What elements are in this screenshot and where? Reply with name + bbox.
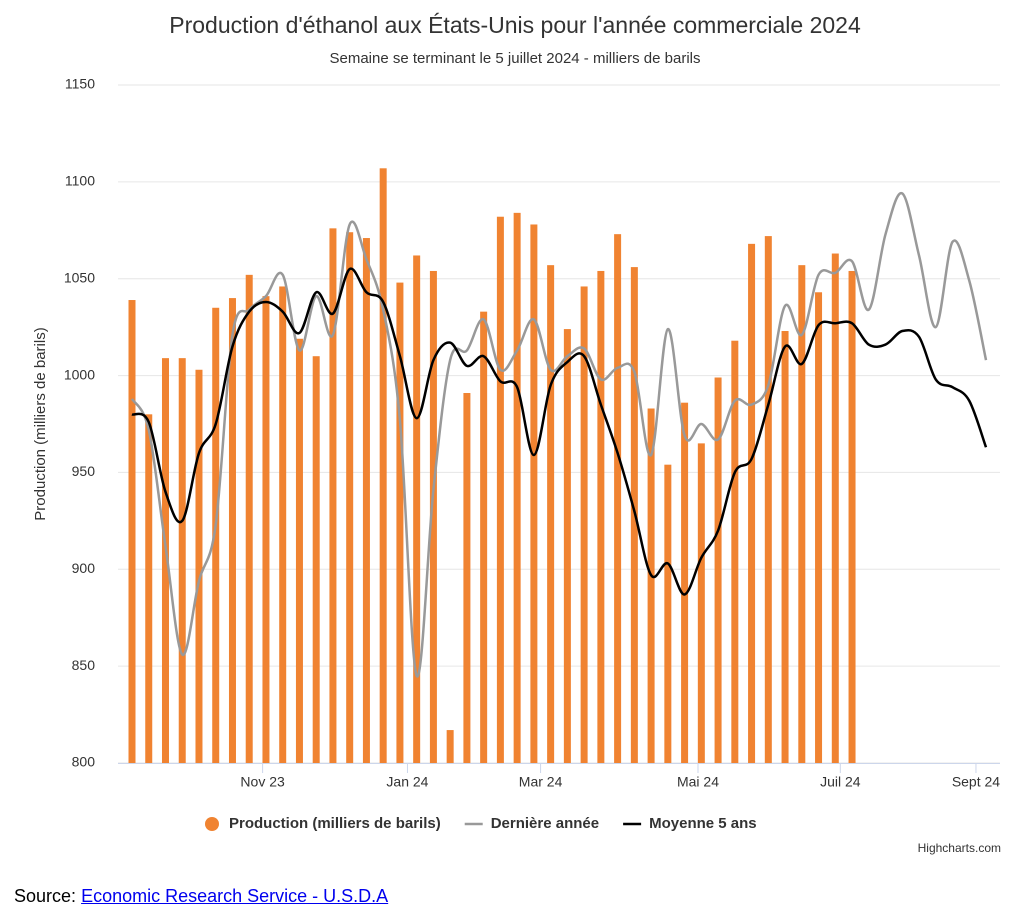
bar bbox=[781, 331, 789, 763]
bar bbox=[228, 298, 236, 763]
y-tick-label: 1050 bbox=[64, 269, 95, 285]
chart: Production d'éthanol aux États-Unis pour… bbox=[32, 12, 1001, 855]
legend-symbol bbox=[205, 817, 219, 831]
bar bbox=[212, 307, 220, 763]
credits: Highcharts.com bbox=[918, 841, 1001, 855]
bar bbox=[848, 270, 856, 763]
bar bbox=[312, 356, 320, 763]
source: Source: Economic Research Service - U.S.… bbox=[14, 886, 388, 907]
x-tick-label: Mai 24 bbox=[677, 774, 719, 790]
x-tick-label: Nov 23 bbox=[240, 774, 285, 790]
chart-title: Production d'éthanol aux États-Unis pour… bbox=[169, 12, 861, 38]
x-tick-label: Juil 24 bbox=[820, 774, 861, 790]
x-tick-label: Mar 24 bbox=[519, 774, 563, 790]
y-tick-label: 850 bbox=[72, 657, 96, 673]
bar bbox=[346, 232, 354, 764]
bar bbox=[379, 168, 387, 764]
bar bbox=[128, 300, 136, 763]
bar bbox=[697, 443, 705, 763]
bar bbox=[496, 216, 504, 763]
bar bbox=[764, 236, 772, 763]
bar bbox=[396, 282, 404, 763]
bar bbox=[547, 265, 555, 763]
legend-label: Production (milliers de barils) bbox=[229, 815, 441, 832]
y-axis-label: Production (milliers de barils) bbox=[32, 327, 49, 520]
bar bbox=[714, 377, 722, 763]
bar bbox=[664, 464, 672, 763]
bar bbox=[681, 402, 689, 763]
bar bbox=[831, 253, 839, 763]
bar bbox=[413, 255, 421, 763]
bar bbox=[178, 358, 186, 763]
y-tick-label: 800 bbox=[72, 754, 96, 770]
legend-label: Moyenne 5 ans bbox=[649, 815, 757, 832]
y-tick-label: 1000 bbox=[64, 366, 95, 382]
bar bbox=[362, 238, 370, 763]
bar bbox=[429, 270, 437, 763]
x-tick-label: Jan 24 bbox=[386, 774, 428, 790]
bar bbox=[295, 338, 303, 763]
bar bbox=[245, 274, 253, 763]
y-tick-label: 950 bbox=[72, 463, 96, 479]
y-tick-label: 900 bbox=[72, 560, 96, 576]
bar bbox=[563, 329, 571, 763]
y-tick-label: 1150 bbox=[65, 76, 95, 92]
chart-subtitle: Semaine se terminant le 5 juillet 2024 -… bbox=[329, 50, 700, 67]
bar bbox=[748, 243, 756, 764]
bar bbox=[580, 286, 588, 763]
bar bbox=[798, 265, 806, 763]
y-tick-label: 1100 bbox=[65, 173, 95, 189]
x-tick-label: Sept 24 bbox=[952, 774, 1000, 790]
bar bbox=[597, 270, 605, 763]
bar bbox=[279, 286, 287, 763]
bar bbox=[161, 358, 169, 763]
bar bbox=[463, 393, 471, 763]
bar bbox=[614, 234, 622, 763]
bar bbox=[446, 730, 454, 763]
bar bbox=[815, 292, 823, 763]
source-prefix: Source: bbox=[14, 886, 77, 906]
source-link[interactable]: Economic Research Service - U.S.D.A bbox=[81, 886, 389, 906]
bar bbox=[195, 369, 203, 763]
bar bbox=[731, 340, 739, 763]
bar bbox=[480, 311, 488, 763]
line bbox=[130, 192, 988, 678]
legend-label: Dernière année bbox=[491, 815, 599, 832]
bar bbox=[513, 212, 521, 763]
bar bbox=[145, 414, 153, 763]
line bbox=[131, 267, 988, 596]
bar bbox=[647, 408, 655, 763]
bar bbox=[262, 296, 270, 763]
bar bbox=[329, 228, 337, 763]
bar bbox=[530, 224, 538, 763]
